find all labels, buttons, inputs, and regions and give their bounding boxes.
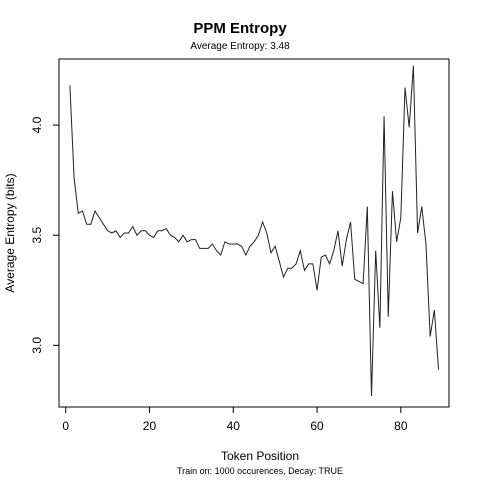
y-axis-label: Average Entropy (bits) (3, 173, 17, 292)
y-axis: 3.0 3.5 4.0 (30, 116, 59, 354)
series-line (69, 65, 440, 397)
y-tick-label: 3.5 (30, 227, 44, 244)
x-tick-label: 0 (62, 419, 69, 433)
x-axis: 0 20 40 60 80 (62, 407, 408, 433)
plot-frame (58, 58, 450, 408)
y-tick-label: 4.0 (30, 116, 44, 133)
x-tick-label: 60 (310, 419, 324, 433)
x-tick-label: 20 (143, 419, 157, 433)
chart-subtitle: Average Entropy: 3.48 (190, 41, 290, 52)
x-tick-label: 40 (227, 419, 241, 433)
chart-title: PPM Entropy (193, 20, 287, 37)
x-tick-label: 80 (394, 419, 408, 433)
chart-footnote: Train on: 1000 occurences, Decay: TRUE (176, 466, 344, 476)
x-axis-label: Token Position (220, 449, 300, 463)
y-tick-label: 3.0 (30, 337, 44, 354)
